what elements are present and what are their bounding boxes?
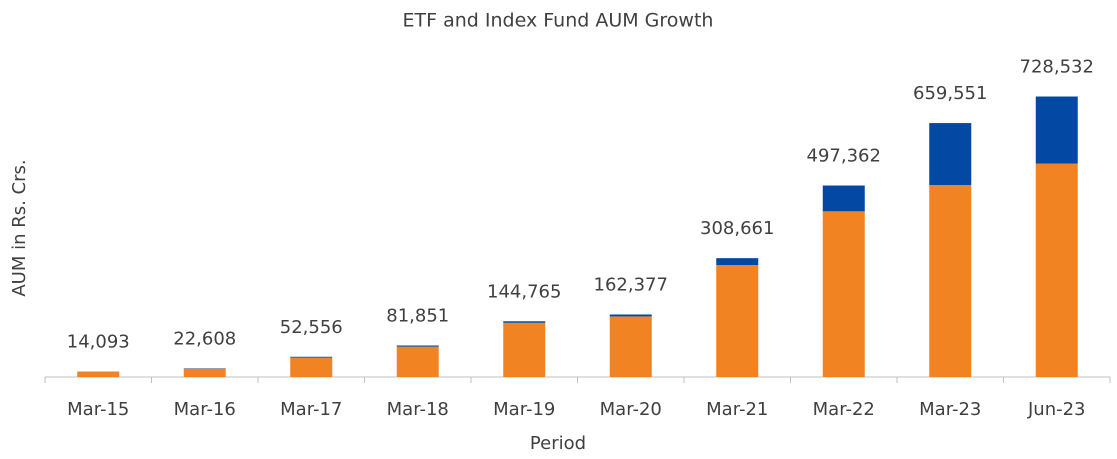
bar-segment xyxy=(609,316,652,377)
bar-segment xyxy=(503,321,546,323)
x-tick-label: Mar-19 xyxy=(493,399,555,420)
x-tick-label: Mar-22 xyxy=(813,399,875,420)
x-axis-label: Period xyxy=(530,433,586,454)
total-label: 728,532 xyxy=(1020,57,1094,78)
bar-segment xyxy=(716,265,759,377)
x-tick-label: Mar-17 xyxy=(280,399,342,420)
bar-segment xyxy=(290,356,333,358)
bar-segment xyxy=(1035,96,1078,164)
bar-segment xyxy=(503,322,546,377)
bar-segment xyxy=(822,211,865,377)
bar-segment xyxy=(396,346,439,377)
bar-segment xyxy=(822,185,865,212)
bar-segment xyxy=(290,357,333,377)
chart-title: ETF and Index Fund AUM Growth xyxy=(403,10,714,32)
total-label: 14,093 xyxy=(67,332,130,353)
x-tick-label: Mar-15 xyxy=(67,399,129,420)
bar-segment xyxy=(1035,163,1078,377)
x-tick-label: Jun-23 xyxy=(1027,399,1086,420)
x-tick-label: Mar-20 xyxy=(600,399,662,420)
y-axis-label: AUM in Rs. Crs. xyxy=(9,159,30,296)
bar-segment xyxy=(77,371,120,377)
bar-segment xyxy=(183,368,226,377)
x-tick-label: Mar-21 xyxy=(706,399,768,420)
total-label: 497,362 xyxy=(807,146,881,167)
bar-segment xyxy=(929,185,972,377)
bar-segment xyxy=(929,123,972,186)
total-label: 81,851 xyxy=(386,305,449,326)
total-label: 144,765 xyxy=(487,281,561,302)
x-tick-label: Mar-16 xyxy=(174,399,236,420)
bar-segment xyxy=(716,258,759,266)
total-label: 659,551 xyxy=(913,83,987,104)
x-tick-label: Mar-18 xyxy=(387,399,449,420)
total-label: 22,608 xyxy=(173,328,236,349)
total-label: 162,377 xyxy=(594,274,668,295)
x-tick-label: Mar-23 xyxy=(919,399,981,420)
bar-segment xyxy=(396,345,439,347)
total-label: 52,556 xyxy=(280,317,343,338)
total-label: 308,661 xyxy=(700,218,774,239)
bar-segment xyxy=(609,314,652,317)
